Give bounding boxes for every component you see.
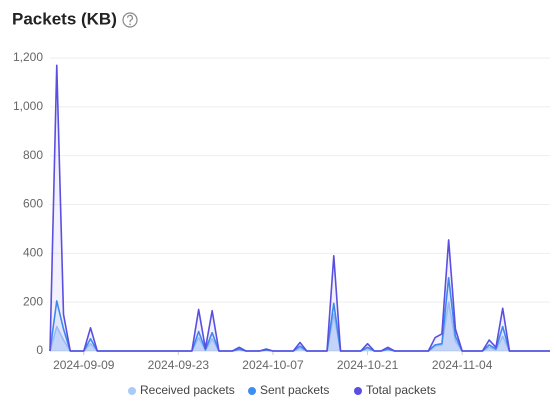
legend-marker: [354, 387, 362, 395]
series-line: [49, 64, 550, 352]
legend-item[interactable]: Received packets: [128, 383, 235, 397]
y-tick-label: 400: [23, 246, 43, 260]
legend-item[interactable]: Sent packets: [248, 383, 329, 397]
x-tick-label: 2024-11-04: [432, 358, 493, 372]
legend-marker: [128, 387, 136, 395]
x-tick-label: 2024-10-21: [337, 358, 399, 372]
chart-title: Packets (KB): [12, 9, 117, 28]
x-tick-label: 2024-09-09: [53, 358, 115, 372]
area-fill: [50, 277, 550, 351]
x-tick-label: 2024-09-23: [148, 358, 210, 372]
y-tick-label: 0: [36, 343, 43, 357]
y-tick-label: 200: [23, 294, 43, 308]
legend-label: Total packets: [366, 383, 436, 397]
y-tick-label: 600: [23, 197, 43, 211]
y-tick-label: 800: [23, 148, 43, 162]
series-line: [49, 276, 550, 352]
y-tick-label: 1,000: [13, 99, 43, 113]
help-icon[interactable]: [122, 12, 138, 28]
y-tick-label: 1,200: [13, 50, 43, 64]
legend-label: Sent packets: [260, 383, 329, 397]
legend-item[interactable]: Total packets: [354, 383, 436, 397]
legend-marker: [248, 387, 256, 395]
area-fill: [50, 302, 550, 351]
legend-label: Received packets: [140, 383, 235, 397]
area-fill: [50, 65, 550, 351]
x-tick-label: 2024-10-07: [242, 358, 304, 372]
